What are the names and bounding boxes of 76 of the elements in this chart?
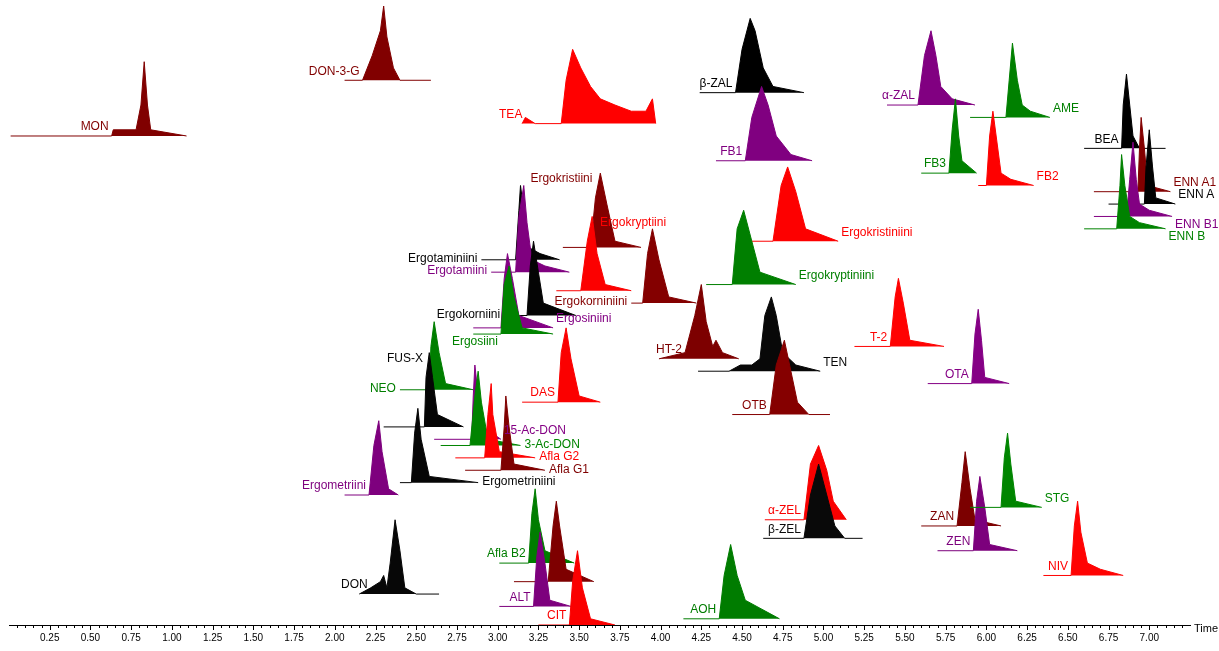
series-label: OTA	[944, 366, 969, 381]
x-tick-label: 4.00	[650, 631, 671, 643]
series-label: STG	[1044, 490, 1070, 505]
series-label: TEA	[499, 106, 523, 121]
series-label: Ergokryptiniini	[798, 267, 875, 282]
x-tick-label: 4.75	[773, 631, 793, 643]
x-tick-label: 6.75	[1098, 631, 1119, 643]
series-label: α-ZAL	[882, 88, 916, 103]
series-label: Ergokristiniini	[841, 224, 913, 239]
x-tick-label: 5.25	[854, 631, 875, 643]
series-label: BEA	[1094, 131, 1119, 146]
x-tick-label: 3.00	[487, 631, 508, 643]
series-label: Ergotamiini	[427, 263, 488, 278]
series-label: NIV	[1048, 558, 1069, 573]
series-label: ENN B1	[1175, 216, 1219, 231]
series-label: Afla B2	[486, 546, 526, 561]
series-label: AME	[1052, 100, 1079, 115]
x-tick-label: 6.25	[1017, 631, 1038, 643]
series-label: DON	[340, 577, 368, 592]
series-label: Ergokristiini	[530, 171, 593, 186]
x-tick-label: 0.50	[80, 631, 101, 643]
x-tick-label: 5.00	[813, 631, 834, 643]
series-label: Ergotaminiini	[408, 251, 478, 266]
x-tick-label: 6.50	[1058, 631, 1078, 643]
series-label: 3-Ac-DON	[524, 436, 580, 451]
x-tick-label: 3.25	[528, 631, 549, 643]
series-label: MON	[80, 119, 109, 134]
series-label: Ergokorniniini	[554, 294, 628, 309]
x-tick-label: 1.50	[243, 631, 264, 643]
series-label: TEN	[823, 354, 848, 369]
series-label: AOH	[690, 602, 717, 617]
x-tick-label: 1.75	[284, 631, 305, 643]
series-label: ENN A1	[1173, 175, 1217, 190]
series-label: FB2	[1036, 168, 1059, 183]
x-tick-label: 5.50	[895, 631, 916, 643]
series-label: DAS	[530, 385, 555, 400]
x-tick-label: 1.25	[202, 631, 223, 643]
x-axis-title: Time	[1194, 622, 1219, 635]
series-label: α-ZEL	[767, 503, 802, 518]
x-tick-label: 0.75	[121, 631, 142, 643]
series-label: DON-3-G	[308, 63, 360, 78]
series-label: T-2	[869, 329, 888, 344]
x-tick-label: 4.50	[732, 631, 753, 643]
series-label: NEO	[369, 381, 396, 396]
series-label: ZEN	[946, 534, 971, 549]
series-label: Afla G1	[548, 461, 590, 476]
x-tick-label: 2.50	[406, 631, 427, 643]
x-tick-label: 6.00	[976, 631, 997, 643]
series-label: HT-2	[656, 342, 683, 357]
series-label: β-ZAL	[699, 75, 733, 90]
series-label: ENN A	[1178, 187, 1215, 202]
series-label: Afla G2	[539, 449, 580, 464]
series-label: ALT	[509, 589, 532, 604]
x-tick-label: 7.00	[1139, 631, 1160, 643]
series-label: Ergokorniini	[436, 306, 501, 321]
series-label: FB1	[720, 144, 743, 159]
series-label: FB3	[923, 156, 947, 171]
series-label: OTB	[742, 397, 767, 412]
x-tick-label: 4.25	[691, 631, 712, 643]
x-tick-label: 2.00	[325, 631, 345, 643]
series-label: Ergosiniini	[556, 311, 612, 326]
series-label: ENN B	[1168, 229, 1206, 244]
series-label: β-ZEL	[768, 521, 802, 536]
x-tick-label: 2.25	[365, 631, 386, 643]
x-tick-label: 3.50	[569, 631, 590, 643]
series-label: ZAN	[930, 509, 955, 524]
series-label: Ergosiini	[451, 334, 498, 349]
x-tick-label: 3.75	[610, 631, 631, 643]
series-label: FUS-X	[387, 350, 424, 365]
x-tick-label: 0.25	[39, 631, 60, 643]
x-tick-label: 2.75	[447, 631, 468, 643]
series-label: Ergometriniini	[482, 473, 556, 488]
series-label: Ergometriini	[301, 478, 367, 493]
series-label: CIT	[547, 608, 568, 623]
x-tick-label: 5.75	[935, 631, 956, 643]
x-tick-label: 1.00	[162, 631, 183, 643]
